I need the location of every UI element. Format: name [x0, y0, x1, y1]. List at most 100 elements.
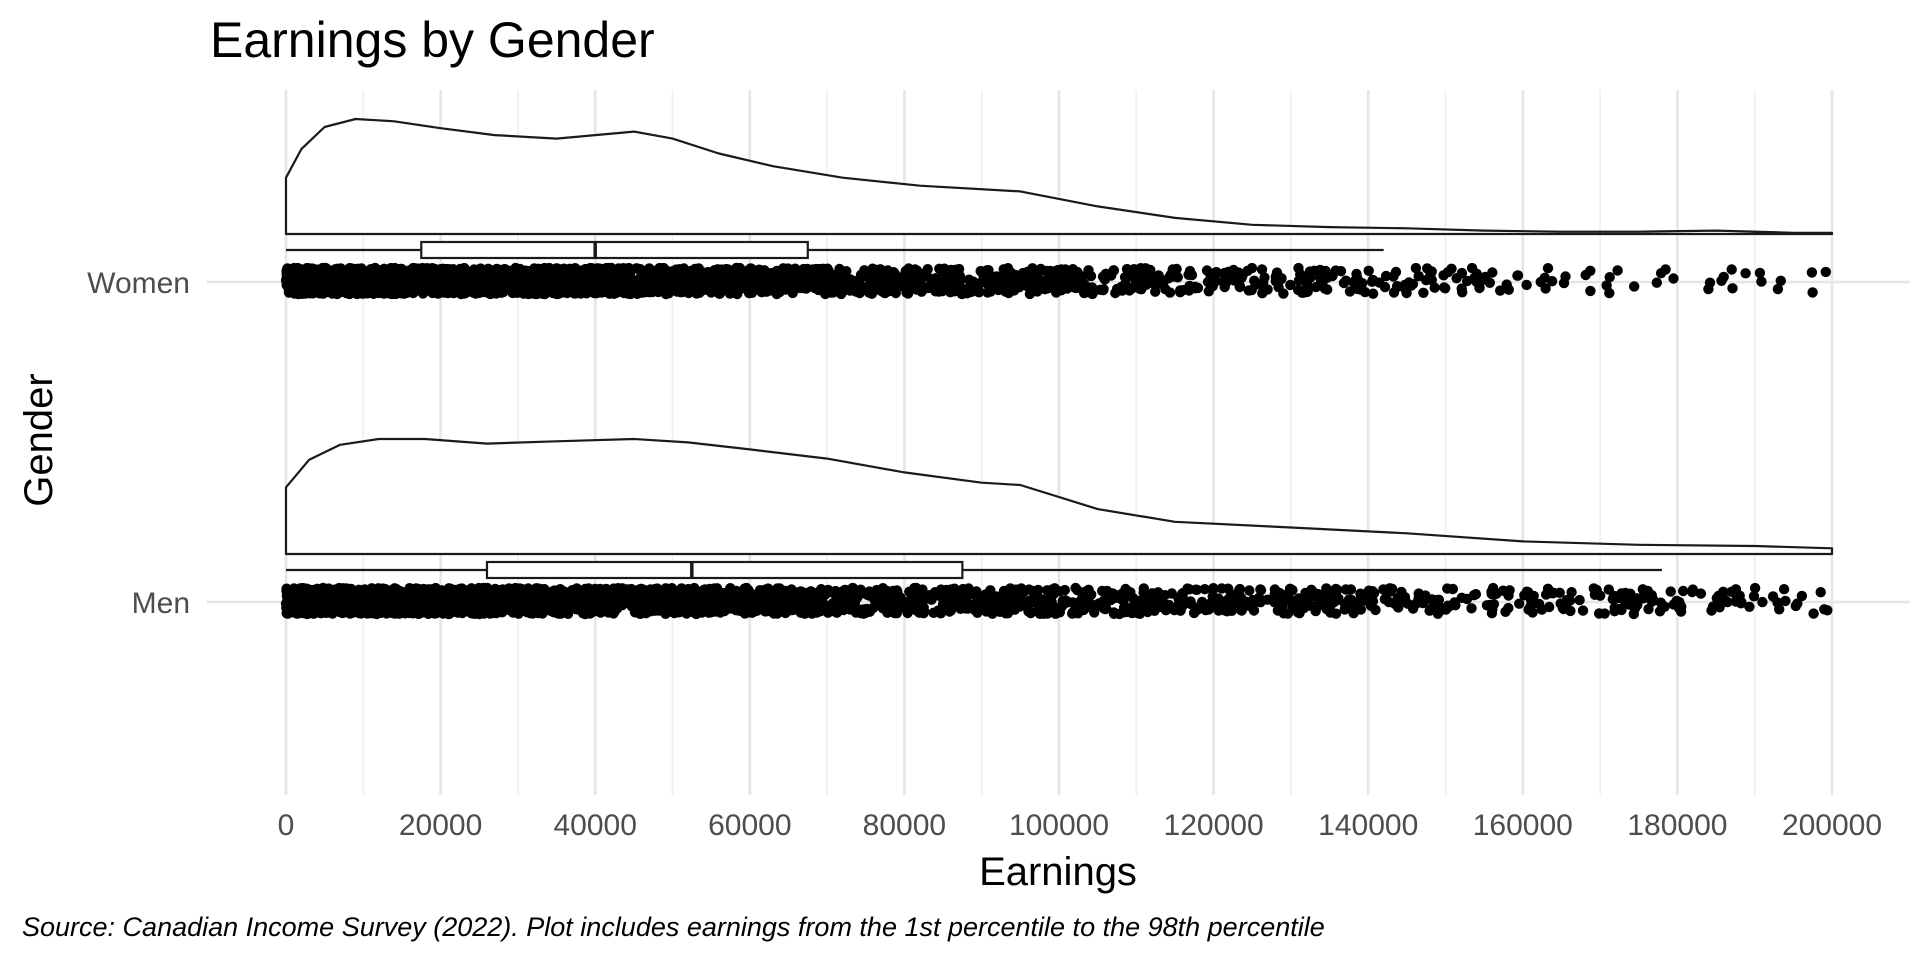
- point: [1503, 284, 1515, 295]
- point: [1526, 595, 1537, 606]
- point: [1053, 272, 1065, 284]
- point: [1277, 589, 1288, 600]
- point: [812, 278, 823, 289]
- point: [731, 585, 742, 597]
- point: [545, 266, 556, 277]
- point: [882, 271, 893, 282]
- point: [1461, 275, 1473, 287]
- point: [1098, 284, 1109, 295]
- point: [1807, 287, 1818, 298]
- point: [1022, 281, 1033, 292]
- point: [1115, 593, 1127, 605]
- point: [1208, 268, 1220, 279]
- point: [1399, 279, 1411, 290]
- boxplots: [286, 240, 1662, 580]
- point: [734, 265, 745, 276]
- point: [1585, 285, 1596, 297]
- point: [985, 270, 996, 281]
- point: [982, 287, 993, 298]
- point: [934, 263, 945, 274]
- point: [1718, 271, 1729, 283]
- point: [732, 284, 743, 295]
- point: [751, 266, 762, 277]
- point: [1228, 264, 1239, 276]
- point: [1820, 266, 1832, 278]
- point: [888, 585, 899, 597]
- point: [1089, 607, 1100, 618]
- point: [1218, 276, 1229, 288]
- point: [1293, 275, 1305, 286]
- point: [572, 277, 584, 289]
- point: [873, 270, 884, 282]
- box-men: [485, 560, 964, 580]
- point: [1355, 604, 1367, 615]
- point: [1790, 600, 1802, 612]
- points-men: [280, 582, 1833, 620]
- point: [524, 274, 535, 285]
- point: [1322, 284, 1333, 295]
- point: [1774, 604, 1785, 615]
- point: [361, 282, 373, 293]
- point: [1298, 287, 1310, 298]
- point: [1101, 585, 1113, 597]
- point: [1259, 272, 1270, 283]
- point: [1675, 606, 1687, 617]
- point: [1278, 608, 1289, 619]
- point: [631, 280, 642, 291]
- point: [432, 287, 443, 299]
- point: [900, 265, 911, 277]
- point: [1778, 584, 1790, 595]
- point: [1062, 270, 1074, 282]
- point: [1418, 287, 1429, 298]
- point: [287, 271, 299, 283]
- point: [1442, 583, 1453, 594]
- point: [854, 287, 865, 299]
- point: [1379, 594, 1391, 605]
- point: [742, 268, 753, 279]
- point: [754, 281, 766, 292]
- point: [1126, 606, 1138, 617]
- point: [975, 265, 986, 277]
- point: [716, 264, 727, 275]
- point: [1257, 288, 1268, 299]
- point: [743, 287, 755, 299]
- point: [1477, 274, 1488, 286]
- point: [466, 597, 477, 608]
- point: [1219, 268, 1231, 279]
- point: [289, 607, 301, 618]
- point: [999, 276, 1010, 287]
- point: [1432, 608, 1444, 619]
- point: [677, 286, 688, 298]
- point: [1772, 283, 1784, 295]
- point: [1141, 269, 1153, 280]
- point: [1320, 265, 1331, 277]
- point: [337, 268, 348, 280]
- density-cloud-men: [284, 437, 1834, 556]
- point: [1512, 270, 1524, 281]
- point: [1183, 269, 1194, 280]
- point: [1345, 584, 1357, 595]
- point: [1237, 270, 1248, 282]
- point: [1363, 265, 1374, 276]
- point: [531, 281, 542, 292]
- point: [1028, 272, 1039, 283]
- point: [1655, 597, 1667, 608]
- point: [1050, 281, 1061, 292]
- point: [312, 264, 323, 275]
- point: [301, 263, 313, 274]
- point: [1544, 601, 1555, 613]
- point: [1150, 286, 1161, 297]
- point: [1134, 283, 1145, 294]
- point: [461, 270, 472, 281]
- point: [648, 283, 660, 294]
- point: [1269, 589, 1280, 600]
- point: [907, 282, 918, 293]
- point: [1815, 587, 1826, 598]
- point: [1108, 608, 1120, 619]
- point: [1394, 598, 1405, 609]
- point: [771, 288, 782, 300]
- point: [945, 605, 957, 616]
- point: [1655, 268, 1667, 279]
- point: [1374, 277, 1385, 288]
- point: [689, 582, 700, 594]
